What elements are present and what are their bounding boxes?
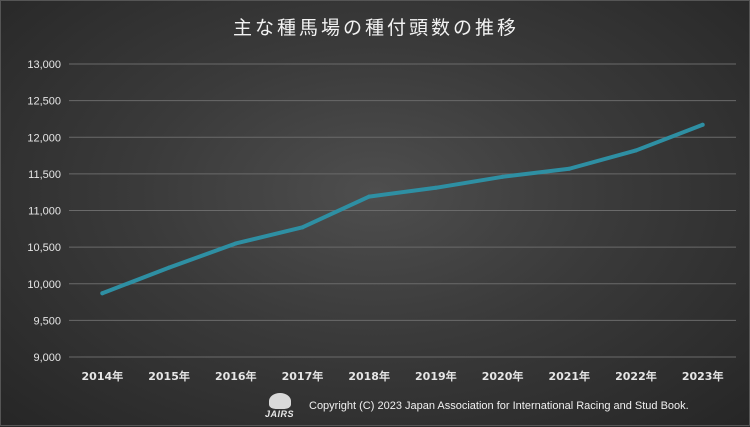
x-tick-label: 2018年 [348,369,390,383]
y-tick-label: 9,500 [33,315,61,327]
logo-text: JAIRS [265,409,295,419]
data-point [100,291,105,296]
y-tick-label: 10,000 [27,279,61,291]
y-axis-ticks: 9,000 9,500 10,000 10,500 11,000 11,500 12,000… [27,59,61,364]
x-tick-label: 2016年 [215,369,257,383]
copyright-text: Copyright (C) 2023 Japan Association for… [309,400,689,412]
x-tick-label: 2019年 [415,369,457,383]
x-tick-label: 2020年 [482,369,524,383]
x-tick-label: 2021年 [548,369,590,383]
data-point [567,166,572,171]
y-tick-label: 13,000 [27,59,61,71]
x-tick-label: 2014年 [82,369,124,383]
x-axis-ticks: 2014年 2015年 2016年 2017年 2018年 2019年 2020年 2021年… [82,369,724,383]
y-tick-label: 10,500 [27,242,61,254]
footer: JAIRS Copyright (C) 2023 Japan Associati… [263,391,689,421]
chart-title: 主な種馬場の種付頭数の推移 [232,17,519,39]
data-point [500,174,505,179]
y-tick-label: 9,000 [33,352,61,364]
data-point [367,194,372,199]
x-tick-label: 2017年 [282,369,324,383]
x-tick-label: 2015年 [148,369,190,383]
grid-lines [69,63,736,358]
data-point [633,148,638,153]
series-layer [100,122,705,296]
jairs-logo: JAIRS [263,391,299,421]
x-tick-label: 2023年 [682,369,724,383]
series-line [100,122,705,296]
y-tick-label: 12,500 [27,96,61,108]
y-tick-label: 12,000 [27,132,61,144]
y-tick-label: 11,500 [28,169,61,181]
data-point [233,241,238,246]
y-tick-label: 11,000 [28,206,61,218]
data-point [300,225,305,230]
x-tick-label: 2022年 [615,369,657,383]
data-point [700,122,705,127]
horse-icon [269,393,291,409]
data-point [433,185,438,190]
data-point [167,265,172,270]
